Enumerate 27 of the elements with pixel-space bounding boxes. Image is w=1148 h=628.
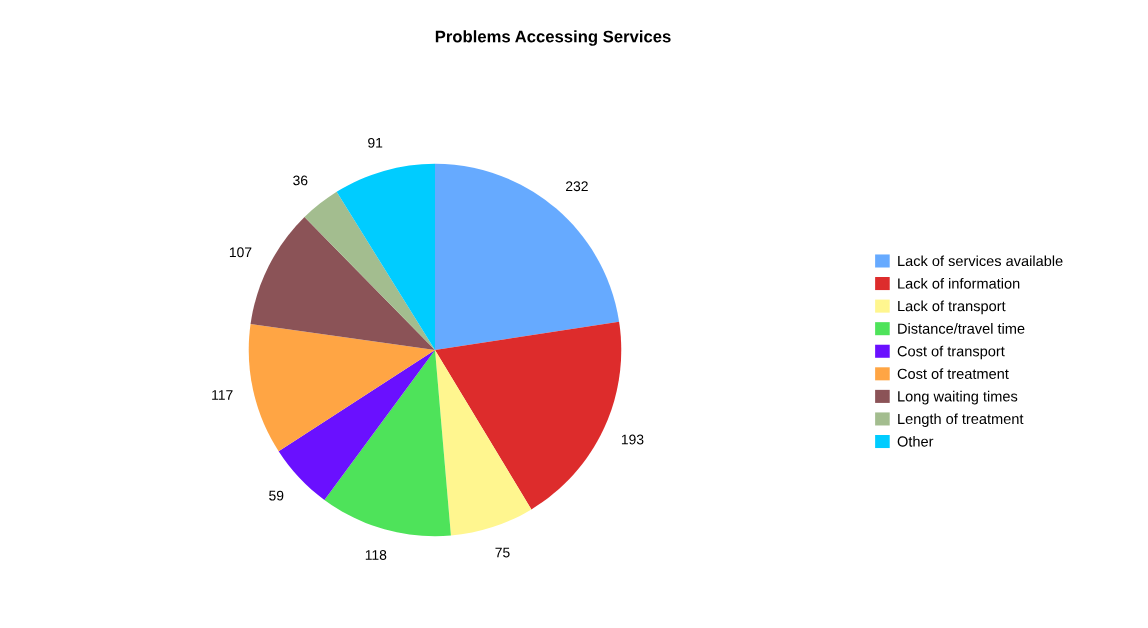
pie-slice — [435, 321, 622, 510]
legend-label: Lack of information — [898, 277, 1020, 289]
data-label: 193 — [621, 434, 644, 445]
data-label: 118 — [365, 550, 387, 560]
pie-slice — [248, 323, 435, 452]
legend-label: Cost of treatment — [897, 368, 1009, 379]
legend-label: Distance/travel time — [898, 323, 1025, 334]
legend-label: Long waiting times — [898, 390, 1018, 405]
pie-slice — [324, 350, 451, 537]
legend-label: Other — [897, 435, 934, 447]
data-label: 117 — [212, 390, 233, 400]
data-label: 232 — [566, 181, 588, 192]
pie-slice — [336, 163, 435, 350]
data-label: 75 — [495, 547, 510, 558]
chart-title: Problems Accessing Services — [435, 30, 671, 46]
pie-slice — [435, 163, 620, 350]
data-label: 91 — [368, 137, 383, 148]
legend-label: Lack of transport — [898, 300, 1006, 315]
pie-slice — [435, 350, 532, 536]
legend-label: Length of treatment — [898, 413, 1024, 427]
pie-slice — [250, 217, 435, 350]
legend-label: Lack of services available — [898, 255, 1063, 267]
data-label: 59 — [269, 490, 284, 501]
data-label: 107 — [229, 247, 252, 258]
pie-slice — [304, 191, 435, 350]
legend-label: Cost of transport — [897, 345, 1005, 360]
data-label: 36 — [293, 175, 308, 186]
